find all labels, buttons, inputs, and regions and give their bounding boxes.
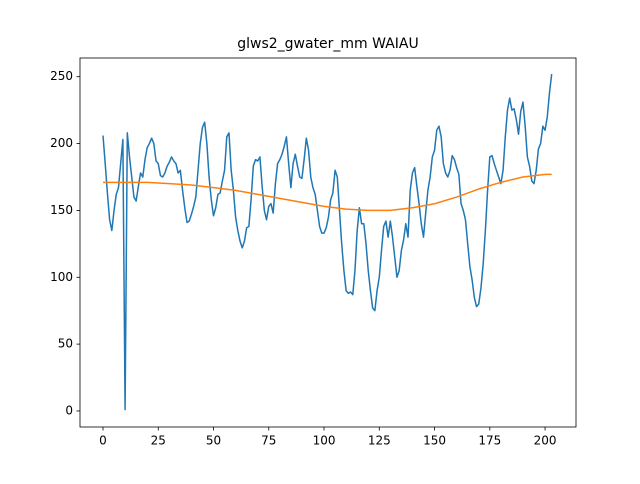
x-tick-label: 125 xyxy=(368,434,391,448)
x-tick-label: 25 xyxy=(151,434,166,448)
x-tick-label: 50 xyxy=(206,434,221,448)
x-tick-label: 0 xyxy=(99,434,107,448)
y-tick-label: 100 xyxy=(50,270,73,284)
x-tick-label: 200 xyxy=(534,434,557,448)
x-tick-label: 150 xyxy=(423,434,446,448)
chart-title: glws2_gwater_mm WAIAU xyxy=(237,36,419,52)
y-tick-label: 150 xyxy=(50,203,73,217)
x-tick-label: 100 xyxy=(313,434,336,448)
data-line xyxy=(102,173,552,212)
y-tick-label: 0 xyxy=(65,403,73,417)
y-tick-label: 50 xyxy=(58,337,73,351)
y-tick-label: 200 xyxy=(50,136,73,150)
y-tick-label: 250 xyxy=(50,69,73,83)
data-line xyxy=(102,73,553,411)
x-tick-label: 175 xyxy=(478,434,501,448)
plot-frame xyxy=(79,57,577,428)
x-tick-label: 75 xyxy=(261,434,276,448)
